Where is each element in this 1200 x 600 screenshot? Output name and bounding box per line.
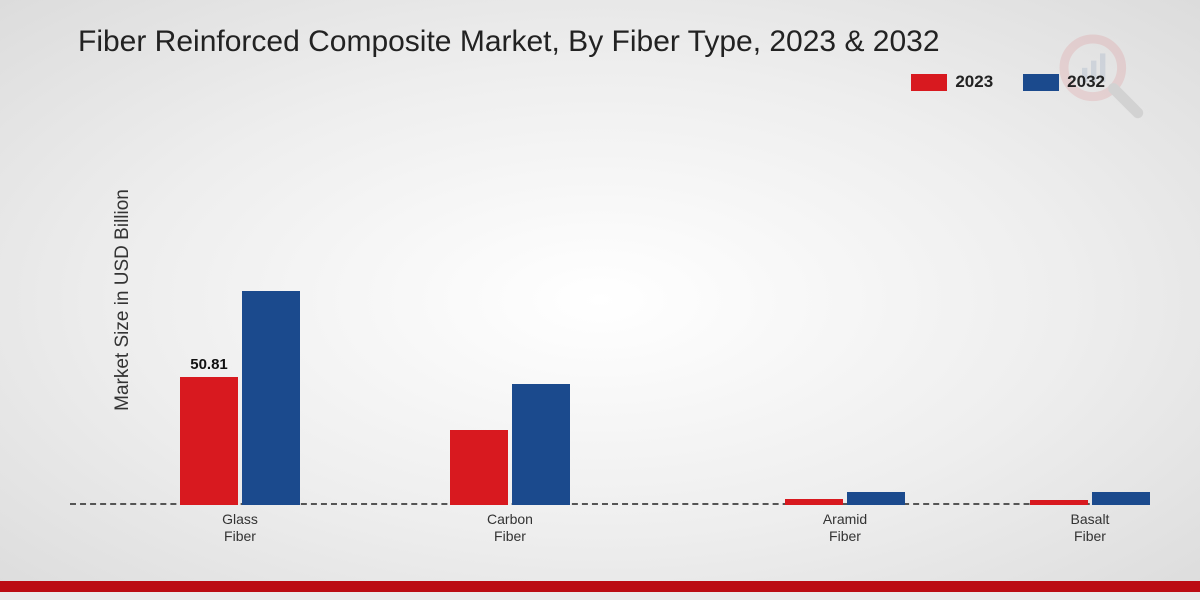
category-label: Basalt Fiber (1071, 511, 1110, 545)
legend: 2023 2032 (911, 72, 1105, 92)
bar (847, 492, 905, 505)
bar-value-label: 50.81 (190, 356, 228, 373)
bar (1030, 500, 1088, 505)
chart-container: Fiber Reinforced Composite Market, By Fi… (0, 0, 1200, 600)
legend-swatch-2023 (911, 74, 947, 91)
bar (180, 377, 238, 505)
bar (512, 384, 570, 505)
chart-title: Fiber Reinforced Composite Market, By Fi… (78, 25, 940, 59)
bar (450, 430, 508, 505)
plot-area: Glass FiberCarbon FiberAramid FiberBasal… (70, 115, 1150, 505)
category-label: Aramid Fiber (823, 511, 867, 545)
bar (242, 291, 300, 505)
category-label: Carbon Fiber (487, 511, 533, 545)
bottom-accent-band (0, 581, 1200, 600)
legend-label-2032: 2032 (1067, 72, 1105, 92)
legend-label-2023: 2023 (955, 72, 993, 92)
category-label: Glass Fiber (222, 511, 258, 545)
legend-item-2032: 2032 (1023, 72, 1105, 92)
bar (1092, 492, 1150, 505)
bar (785, 499, 843, 505)
legend-item-2023: 2023 (911, 72, 993, 92)
legend-swatch-2032 (1023, 74, 1059, 91)
